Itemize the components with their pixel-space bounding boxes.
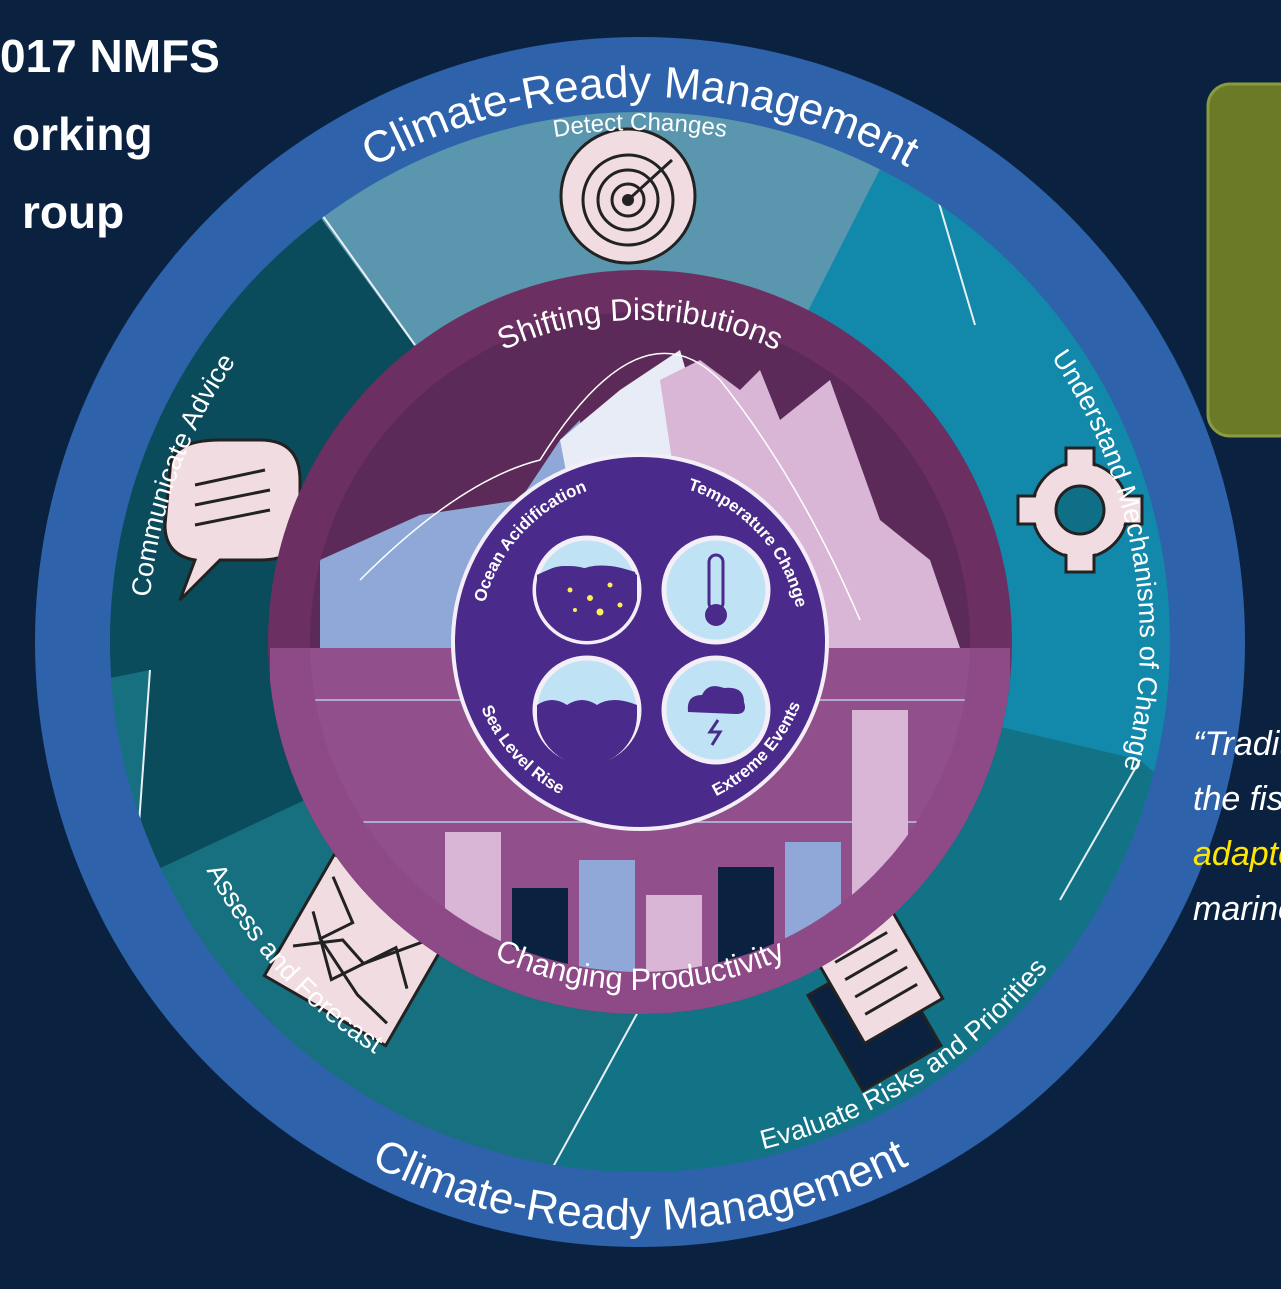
title-line: orking [12,108,153,160]
side-box [1208,84,1281,436]
quote-line: “Tradit [1193,725,1281,763]
quote-line: adapte [1193,835,1281,873]
inner-circle [453,455,827,829]
quote-line: marine [1193,890,1281,928]
title-line: roup [22,186,124,238]
slide: Climate-Ready Management Climate-Ready M… [0,0,1281,1289]
radar-icon [561,129,695,263]
title-line: 017 NMFS [0,30,220,82]
quote-line: the fish [1193,780,1281,818]
